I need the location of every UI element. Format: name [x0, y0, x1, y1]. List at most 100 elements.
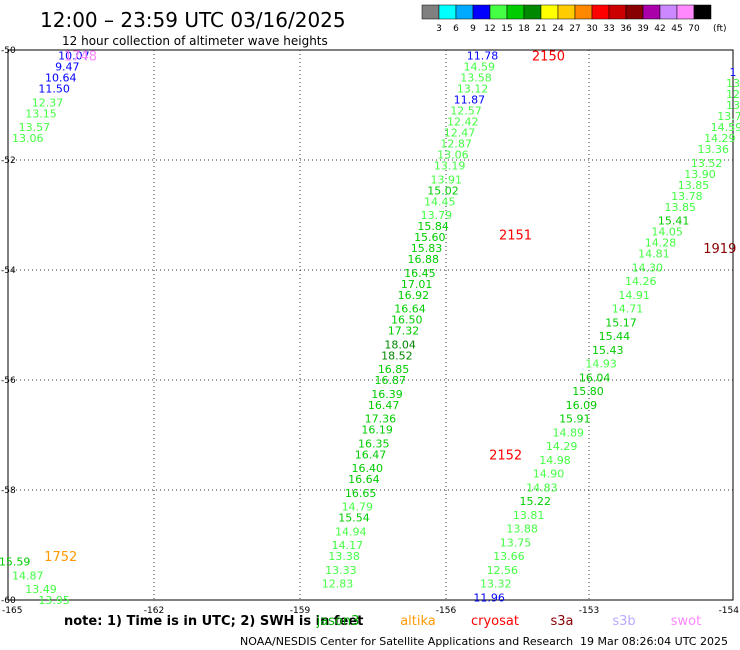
pass-time-label: 2152 — [489, 448, 522, 463]
wave-height-point: 15.91 — [559, 413, 591, 426]
x-tick-label: -156 — [436, 606, 457, 616]
colorbar-unit: (ft) — [713, 24, 727, 34]
wave-height-point: 13.76 — [717, 110, 740, 123]
wave-height-point: 16.04 — [579, 371, 611, 384]
wave-height-point: 14.83 — [526, 481, 558, 494]
colorbar-swatch — [608, 4, 627, 20]
wave-height-point: 13 — [726, 99, 740, 112]
colorbar-swatch — [489, 4, 508, 20]
y-tick-label: -60 — [1, 596, 16, 606]
y-tick-label: -58 — [1, 486, 16, 496]
wave-height-point: 15.83 — [411, 242, 443, 255]
colorbar-label: 15 — [501, 24, 512, 34]
wave-height-point: 10.64 — [45, 72, 77, 85]
x-tick-label: -153 — [579, 606, 599, 616]
colorbar-label: 70 — [688, 24, 700, 34]
wave-height-point: 16.19 — [361, 424, 393, 437]
pass-time-label: 1748 — [64, 50, 97, 65]
wave-height-point: 13.79 — [421, 209, 453, 222]
wave-height-point: 14.87 — [12, 569, 44, 582]
wave-height-point: 13.52 — [691, 157, 723, 170]
colorbar: 3 6 9 12 15 18 21 24 27 30 33 36 39 42 45 70 (ft) — [421, 4, 727, 34]
wave-height-point: 16.92 — [398, 289, 430, 302]
wave-height-point: 14.71 — [612, 303, 644, 316]
wave-height-point: 13.38 — [328, 550, 360, 563]
wave-height-point: 11.50 — [38, 83, 70, 96]
colorbar-swatch — [693, 4, 712, 20]
wave-height-point: 13.06 — [437, 149, 469, 162]
y-tick-label: -50 — [1, 46, 16, 56]
wave-height-point: 18.52 — [381, 349, 413, 362]
x-tick-label: -154 — [719, 606, 740, 616]
footer-credit: NOAA/NESDIS Center for Satellite Applica… — [240, 635, 573, 648]
wave-height-point: 14.30 — [632, 261, 664, 274]
wave-height-point: 15.60 — [414, 231, 446, 244]
wave-height-point: 15.41 — [658, 215, 690, 228]
wave-height-point: 13.58 — [460, 72, 492, 85]
colorbar-swatch — [506, 4, 525, 20]
colorbar-label: 3 — [436, 24, 442, 34]
wave-height-point: 14.05 — [651, 226, 683, 239]
colorbar-swatch — [421, 4, 440, 20]
legend-entry: altika — [400, 614, 436, 629]
colorbar-swatch — [557, 4, 576, 20]
colorbar-swatch — [676, 4, 695, 20]
colorbar-swatch — [540, 4, 559, 20]
legend-entry: s3b — [612, 614, 635, 629]
colorbar-label: 24 — [552, 24, 564, 34]
wave-height-point: 15.22 — [520, 495, 552, 508]
colorbar-swatch — [455, 4, 474, 20]
colorbar-swatch — [659, 4, 678, 20]
wave-height-point: 11.96 — [473, 591, 505, 604]
wave-height-point: 12 — [726, 88, 740, 101]
wave-height-point: 13.06 — [12, 132, 44, 145]
footer-timestamp: 19 Mar 08:26:04 UTC 2025 — [580, 635, 728, 648]
wave-height-point: 17.36 — [365, 413, 397, 426]
wave-height-point: 13.78 — [671, 190, 703, 203]
wave-height-point: 13.19 — [434, 160, 466, 173]
wave-height-point: 15.17 — [605, 316, 637, 329]
wave-height-point: 13.81 — [513, 509, 545, 522]
wave-height-point: 12.47 — [444, 127, 476, 140]
colorbar-label: 6 — [453, 24, 459, 34]
x-tick-labels: -165 -162 -159 -156 -153 -154 — [2, 606, 739, 616]
wave-height-point: 16.45 — [404, 267, 436, 280]
colorbar-label: 12 — [484, 24, 495, 34]
plot-frame — [7, 49, 734, 601]
wave-height-point: 14.79 — [342, 501, 374, 514]
wave-height-point: 14.93 — [585, 358, 617, 371]
wave-height-point: 12.87 — [440, 138, 472, 151]
wave-height-point: 14.81 — [638, 248, 670, 261]
wave-height-point: 16.64 — [348, 473, 380, 486]
colorbar-swatch — [574, 4, 593, 20]
wave-height-point: 16.88 — [407, 253, 439, 266]
wave-height-point: 14.94 — [335, 525, 367, 538]
y-tick-label: -54 — [1, 266, 16, 276]
wave-height-point: 16.64 — [394, 303, 426, 316]
wave-height-point: 16.50 — [391, 314, 423, 327]
wave-height-point: 14.28 — [645, 237, 677, 250]
wave-height-point: 14.59 — [464, 61, 496, 74]
wave-height-point: 13.95 — [38, 594, 70, 607]
wave-height-point: 12.42 — [447, 116, 479, 129]
wave-height-point: 13.91 — [431, 173, 463, 186]
x-tick-label: -165 — [2, 606, 22, 616]
pass-time-label: 1752 — [44, 550, 77, 565]
wave-height-point: 13.85 — [665, 201, 697, 214]
wave-height-point: 12.83 — [322, 578, 354, 591]
colorbar-label: 18 — [518, 24, 530, 34]
wave-height-point: 13.88 — [506, 523, 538, 536]
wave-height-point: 14.29 — [704, 132, 736, 145]
footer-note: note: 1) Time is in UTC; 2) SWH is in fe… — [64, 614, 363, 629]
wave-height-point: 14.89 — [552, 426, 584, 439]
wave-height-point: 15.44 — [599, 330, 631, 343]
chart-subtitle: 12 hour collection of altimeter wave hei… — [62, 34, 328, 48]
wave-height-point: 14.98 — [539, 454, 571, 467]
wave-height-point: 13.75 — [500, 536, 532, 549]
wave-height-point: 14.45 — [424, 195, 456, 208]
wave-height-point: 14.26 — [625, 275, 657, 288]
wave-height-point: 13.32 — [480, 578, 512, 591]
wave-height-point: 15.84 — [417, 220, 449, 233]
legend-entry: jason3 — [316, 614, 360, 629]
